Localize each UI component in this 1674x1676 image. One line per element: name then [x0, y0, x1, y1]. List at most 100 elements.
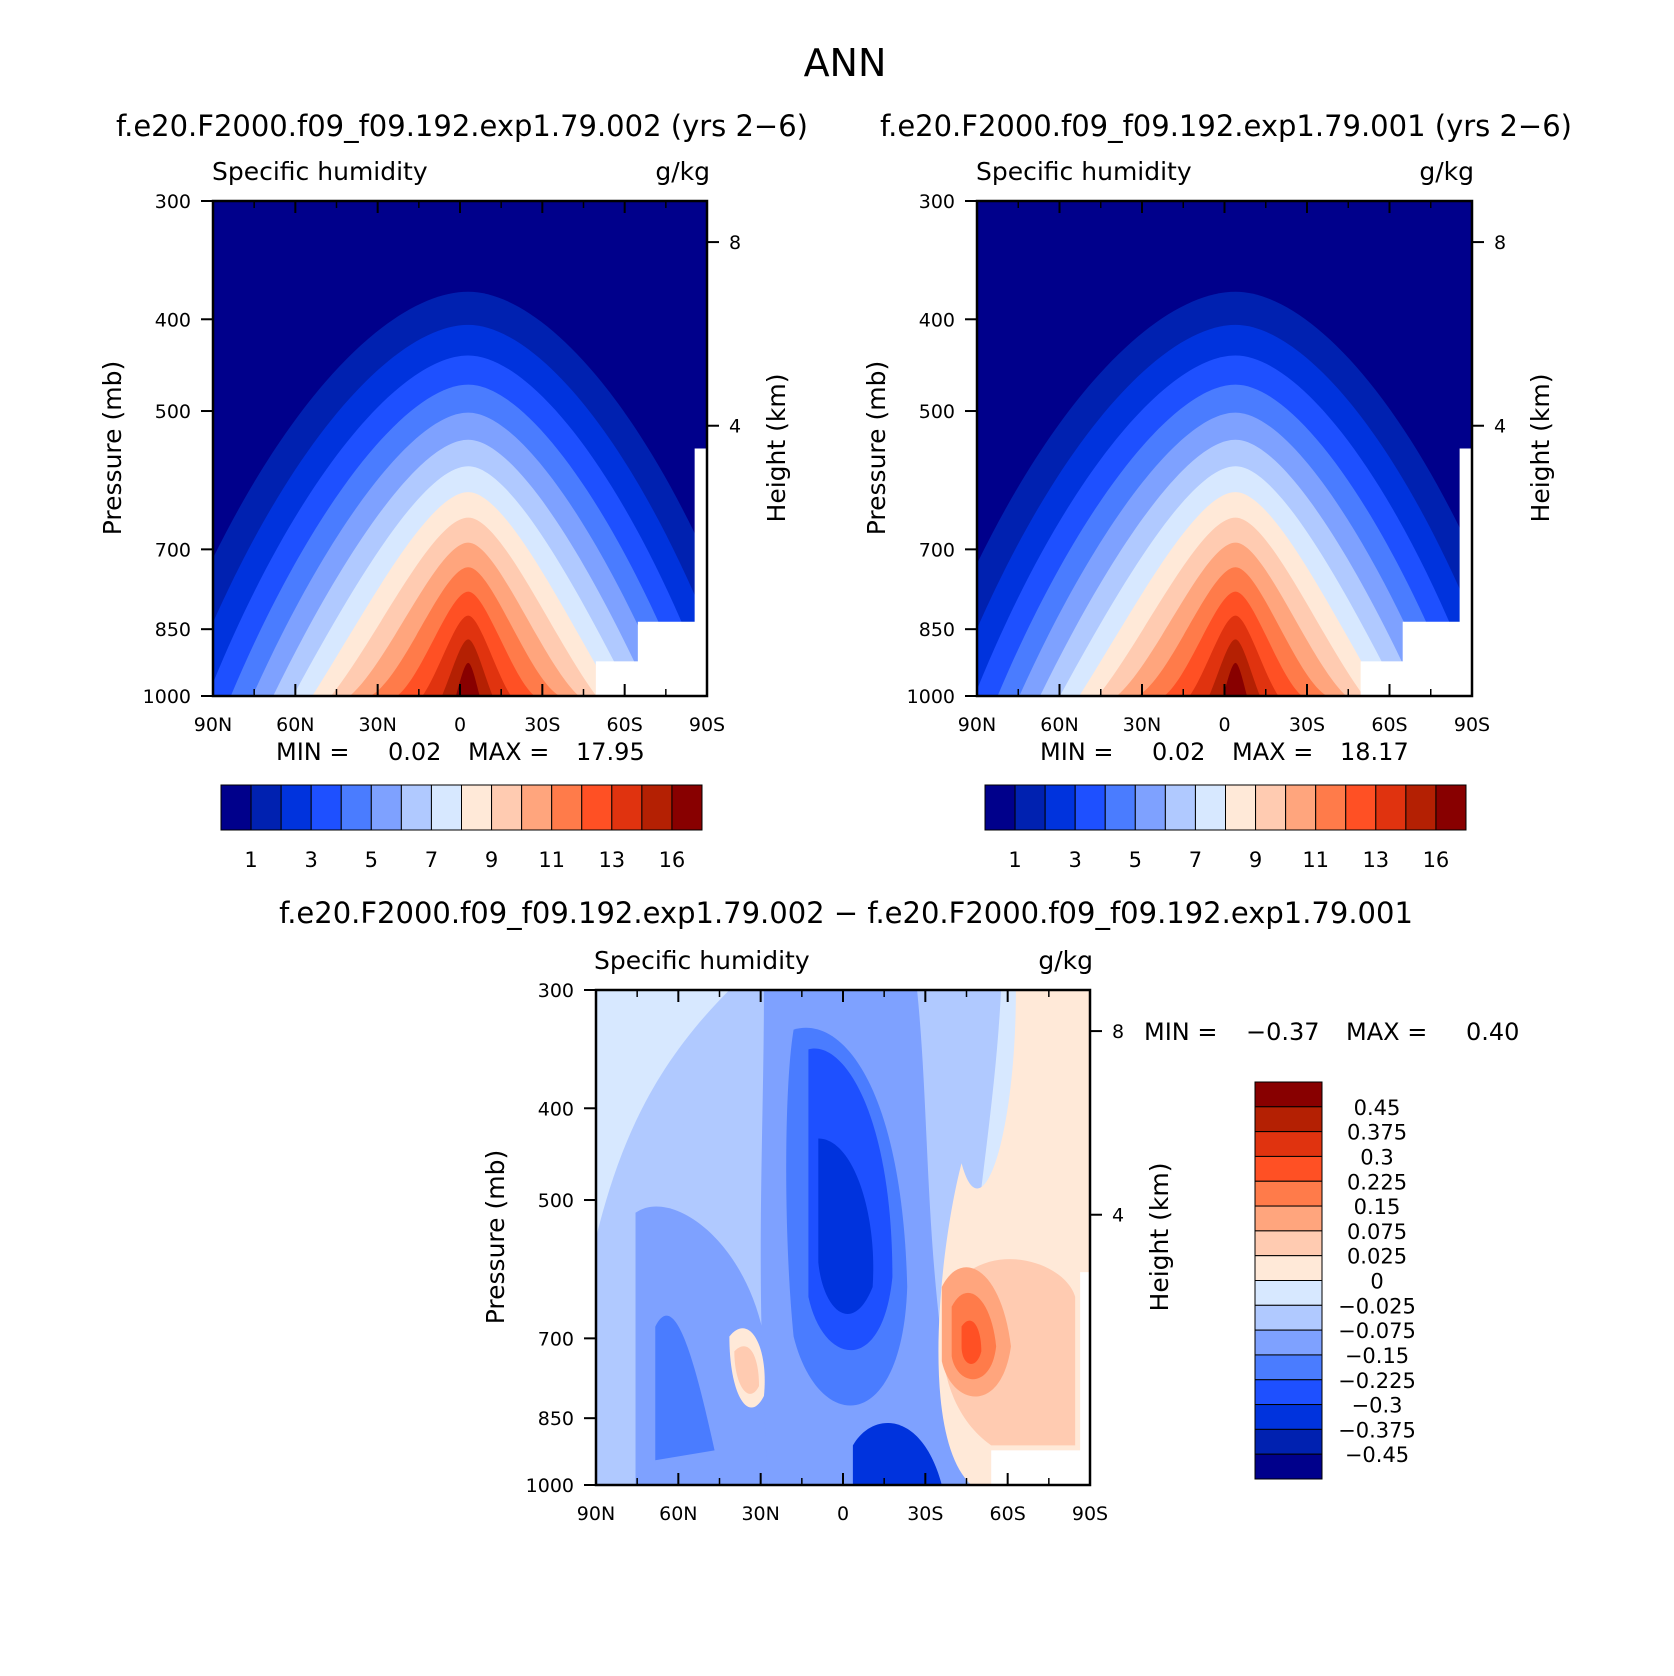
panel-2-units: g/kg — [1419, 157, 1474, 186]
panel-diff-ytick-label: 500 — [538, 1190, 574, 1212]
panel-2-ytick-label: 700 — [919, 539, 955, 561]
panel-diff-min: −0.37 — [1246, 1018, 1320, 1046]
panel-1-colorbar-label: 7 — [425, 848, 438, 872]
panel-1-colorbar-swatch — [400, 784, 432, 831]
panel-1-yrtick-label: 8 — [729, 232, 741, 254]
panel-diff-colorbar-label: −0.225 — [1338, 1369, 1416, 1393]
panel-diff-colorbar-swatch — [1254, 1329, 1323, 1356]
panel-diff-colorbar-label: 0 — [1370, 1270, 1383, 1294]
panel-1-colorbar-swatch — [641, 784, 673, 831]
panel-2-colorbar-label: 11 — [1302, 848, 1329, 872]
panel-diff-contours — [596, 990, 1090, 1485]
panel-2-ytick-label: 300 — [919, 191, 955, 213]
panel-2-colorbar-swatch — [1315, 784, 1347, 831]
panel-diff-colorbar-swatch — [1254, 1304, 1323, 1331]
panel-diff-colorbar-swatch — [1254, 1255, 1323, 1281]
panel-1-colorbar-swatch — [491, 784, 523, 831]
panel-1-min-label: MIN = — [276, 738, 349, 766]
panel-2-colorbar-label: 13 — [1362, 848, 1389, 872]
panel-1-colorbar-swatch — [581, 784, 613, 831]
panel-1-colorbar-swatch — [310, 784, 342, 831]
panel-diff-colorbar-label: −0.15 — [1345, 1344, 1409, 1368]
panel-diff-max: 0.40 — [1466, 1018, 1519, 1046]
panel-diff-band — [818, 1138, 874, 1314]
panel-diff-colorbar-swatch — [1254, 1205, 1323, 1232]
panel-diff-colorbar-swatch — [1254, 1354, 1323, 1381]
panel-diff-colorbar-label: 0.225 — [1347, 1170, 1407, 1194]
figure-title: ANN — [804, 41, 887, 85]
panel-2-xtick-label: 60N — [1040, 714, 1078, 736]
panel-2-contours — [977, 201, 1472, 696]
panel-2-colorbar-swatch — [1405, 784, 1437, 831]
panel-diff-ytick-label: 400 — [538, 1098, 574, 1120]
panel-2-colorbar-label: 3 — [1069, 848, 1082, 872]
panel-diff-band — [852, 1422, 942, 1485]
panel-2-ylabel-right: Height (km) — [1526, 374, 1555, 523]
panel-2-colorbar-swatch — [984, 784, 1016, 831]
panel-1-colorbar-label: 11 — [538, 848, 565, 872]
panel-1-ytick-label: 850 — [155, 619, 191, 641]
panel-1-ytick-label: 700 — [155, 539, 191, 561]
panel-diff-colorbar-swatch — [1254, 1404, 1323, 1430]
panel-2-yrtick-label: 4 — [1494, 416, 1506, 438]
panel-1-max: 17.95 — [576, 738, 645, 766]
panel-1-colorbar: 1 3 5 7 9 11 13 16 — [220, 784, 703, 872]
panel-diff-variable: Specific humidity — [594, 946, 810, 975]
panel-2-xtick-label: 30S — [1289, 714, 1325, 736]
panel-1-xtick-label: 0 — [454, 714, 466, 736]
panel-2-min: 0.02 — [1152, 738, 1205, 766]
panel-2-yrtick-label: 8 — [1494, 232, 1506, 254]
panel-1-colorbar-swatch — [611, 784, 643, 831]
panel-diff-colorbar-label: 0.025 — [1347, 1245, 1407, 1269]
panel-1-colorbar-label: 13 — [598, 848, 625, 872]
panel-2-colorbar-swatch — [1435, 784, 1467, 831]
panel-1-band — [455, 662, 480, 696]
panel-diff-ytick-label: 700 — [538, 1328, 574, 1350]
panel-1-ytick-label: 400 — [155, 309, 191, 331]
panel-1-colorbar-label: 3 — [305, 848, 318, 872]
panel-1-xtick-label: 30S — [524, 714, 560, 736]
panel-diff-max-label: MAX = — [1346, 1018, 1427, 1046]
panel-diff-colorbar-swatch — [1254, 1428, 1323, 1455]
panel-1-xtick-label: 60N — [276, 714, 314, 736]
panel-1-colorbar-swatch — [250, 784, 282, 831]
panel-1-colorbar-swatch — [340, 784, 372, 831]
panel-2-xtick-label: 60S — [1371, 714, 1407, 736]
panel-2-ylabel: Pressure (mb) — [862, 361, 891, 535]
panel-1-ytick-label: 1000 — [143, 686, 191, 708]
panel-diff-xtick-label: 30N — [741, 1503, 779, 1525]
panel-2-max-label: MAX = — [1232, 738, 1313, 766]
panel-2-colorbar-swatch — [1345, 784, 1377, 831]
panel-diff-xtick-label: 0 — [837, 1503, 849, 1525]
panel-2-xtick-label: 30N — [1123, 714, 1161, 736]
panel-1-colorbar-swatch — [671, 784, 703, 831]
panel-diff-colorbar-label: 0.075 — [1347, 1220, 1407, 1244]
panel-2-colorbar-label: 9 — [1249, 848, 1262, 872]
panel1-header: f.e20.F2000.f09_f09.192.exp1.79.002 (yrs… — [116, 109, 808, 143]
panel-diff-colorbar-swatch — [1254, 1379, 1323, 1406]
panel-1-colorbar-label: 5 — [365, 848, 378, 872]
panel-diff-colorbar-swatch — [1254, 1081, 1323, 1108]
panel-diff-units: g/kg — [1038, 946, 1093, 975]
panel-2-xtick-label: 0 — [1218, 714, 1230, 736]
panel-diff-yrtick-label: 4 — [1112, 1205, 1124, 1227]
panel-2-colorbar-label: 16 — [1423, 848, 1450, 872]
panel-diff-colorbar-label: 0.3 — [1360, 1145, 1393, 1169]
panel-2-colorbar-swatch — [1225, 784, 1257, 831]
panel-diff-colorbar-swatch — [1254, 1230, 1323, 1257]
panel-2-colorbar-label: 7 — [1189, 848, 1202, 872]
panel-diff-colorbar-swatch — [1254, 1131, 1323, 1157]
panel-diff-ytick-label: 1000 — [526, 1475, 574, 1497]
panel-1-masked-terrain — [694, 448, 707, 696]
panel-diff-colorbar-label: −0.3 — [1352, 1394, 1403, 1418]
panel-diff: 90N 60N 30N 0 30S 60S 90S 300 400 500 700 850 1000 8 4… — [481, 946, 1519, 1525]
panel-2-ytick-label: 500 — [919, 401, 955, 423]
panel-1-ylabel-right: Height (km) — [762, 374, 791, 523]
panel-2-colorbar-swatch — [1014, 784, 1046, 831]
panel-diff-band — [734, 1346, 760, 1394]
panel-2-band — [1223, 662, 1247, 696]
panel-diff-ylabel: Pressure (mb) — [481, 1150, 510, 1324]
panel-1-xtick-label: 90S — [689, 714, 725, 736]
panel-2-ytick-label: 1000 — [907, 686, 955, 708]
panel-2-colorbar: 1 3 5 7 9 11 13 16 — [984, 784, 1467, 872]
